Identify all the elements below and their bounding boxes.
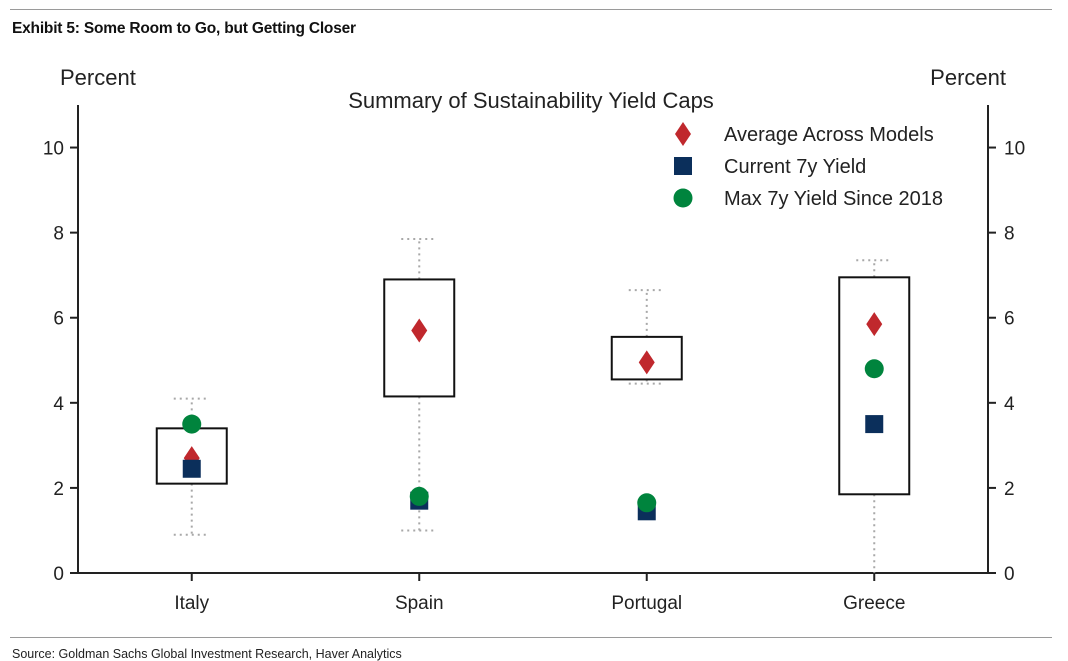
data-point-diamond (866, 312, 883, 337)
y-tick-label-right: 6 (1004, 309, 1015, 330)
top-rule (10, 9, 1052, 10)
box-iqr (383, 278, 456, 398)
legend-marker-circle (673, 188, 693, 208)
bottom-rule (10, 637, 1052, 638)
legend-marker-diamond (675, 122, 691, 146)
exhibit-title: Exhibit 5: Some Room to Go, but Getting … (12, 20, 356, 37)
y-tick-label-left: 4 (53, 394, 64, 415)
data-point-circle (864, 359, 884, 379)
y-axis-label-left: Percent (60, 65, 136, 90)
y-tick-label-left: 2 (53, 479, 64, 500)
data-point-square (865, 415, 884, 434)
x-tick-label: Italy (174, 593, 209, 614)
source-note: Source: Goldman Sachs Global Investment … (12, 647, 402, 661)
y-tick-label-right: 4 (1004, 394, 1015, 415)
y-tick-label-right: 2 (1004, 479, 1015, 500)
data-point-diamond (638, 350, 655, 375)
data-point-circle (637, 493, 657, 513)
legend-label: Max 7y Yield Since 2018 (724, 188, 943, 210)
y-tick-label-right: 8 (1004, 224, 1015, 245)
data-point-circle (409, 486, 429, 506)
legend-marker-square (674, 157, 692, 175)
legend-label: Average Across Models (724, 124, 934, 146)
box-iqr (610, 335, 683, 381)
box-iqr (838, 276, 911, 496)
y-tick-label-right: 0 (1004, 564, 1015, 585)
y-tick-label-left: 8 (53, 224, 64, 245)
y-axis-label-right: Percent (930, 65, 1006, 90)
x-tick-label: Greece (843, 593, 905, 614)
data-point-circle (182, 414, 202, 434)
x-tick-label: Spain (395, 593, 444, 614)
legend-label: Current 7y Yield (724, 156, 866, 178)
chart-title: Summary of Sustainability Yield Caps (348, 88, 714, 113)
x-tick-label: Portugal (611, 593, 682, 614)
data-point-diamond (411, 318, 428, 343)
y-tick-label-left: 10 (43, 139, 64, 160)
y-tick-label-left: 6 (53, 309, 64, 330)
data-point-square (182, 459, 201, 478)
y-tick-label-right: 10 (1004, 139, 1025, 160)
y-tick-label-left: 0 (53, 564, 64, 585)
